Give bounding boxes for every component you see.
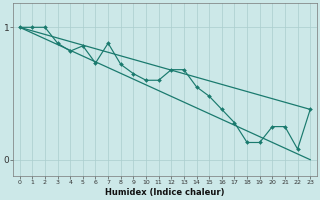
X-axis label: Humidex (Indice chaleur): Humidex (Indice chaleur) [105, 188, 225, 197]
